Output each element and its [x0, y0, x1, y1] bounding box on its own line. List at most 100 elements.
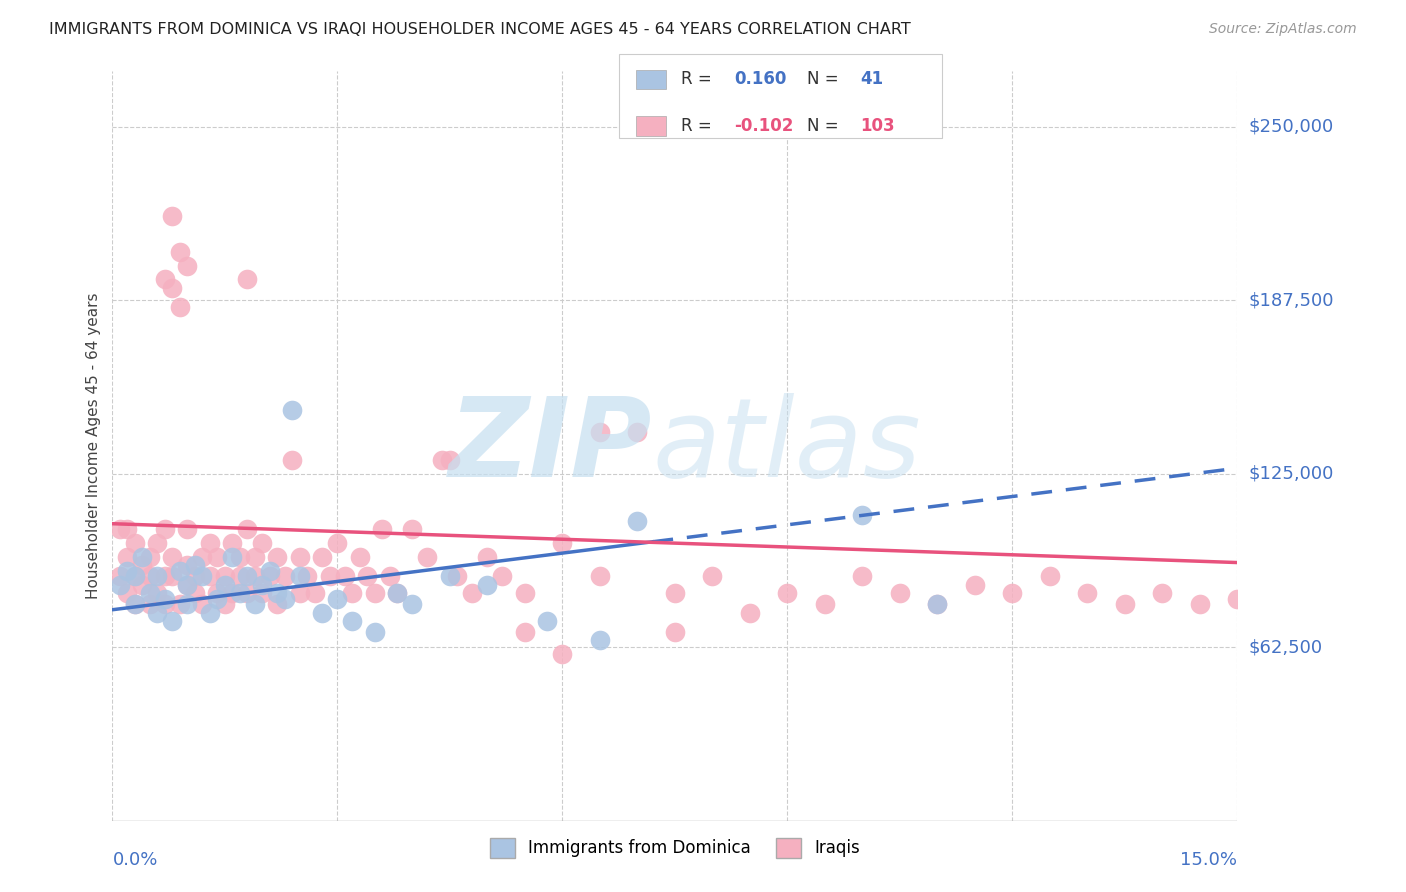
Text: -0.102: -0.102 [734, 117, 793, 135]
Point [252, 586, 274, 600]
Point [387, 586, 409, 600]
Point [176, 597, 198, 611]
Point [176, 259, 198, 273]
Point [124, 569, 146, 583]
Point [236, 569, 259, 583]
Text: 103: 103 [860, 117, 896, 135]
Point [207, 549, 229, 564]
Point [266, 597, 288, 611]
Point [288, 586, 311, 600]
Point [1152, 586, 1174, 600]
Point [491, 569, 513, 583]
Point [851, 508, 873, 523]
Text: 41: 41 [860, 70, 883, 88]
Text: $62,500: $62,500 [1249, 638, 1323, 657]
Point [153, 272, 176, 286]
Point [221, 586, 243, 600]
Point [304, 586, 326, 600]
Point [1076, 586, 1098, 600]
Point [626, 514, 648, 528]
Point [513, 624, 536, 639]
Point [243, 569, 266, 583]
Point [963, 578, 986, 592]
Point [626, 425, 648, 439]
Point [1001, 586, 1024, 600]
Point [814, 597, 837, 611]
Text: N =: N = [807, 70, 844, 88]
Point [664, 624, 686, 639]
Point [387, 586, 409, 600]
Point [162, 569, 184, 583]
Point [927, 597, 949, 611]
Point [146, 569, 169, 583]
Point [416, 549, 439, 564]
Point [333, 569, 356, 583]
Point [191, 569, 214, 583]
Text: $125,000: $125,000 [1249, 465, 1334, 483]
Point [139, 549, 162, 564]
Point [198, 606, 221, 620]
Point [236, 586, 259, 600]
Point [207, 586, 229, 600]
Point [229, 549, 252, 564]
Text: $187,500: $187,500 [1249, 292, 1334, 310]
Point [1226, 591, 1249, 606]
Point [281, 403, 304, 417]
Text: ZIP: ZIP [449, 392, 652, 500]
Legend: Immigrants from Dominica, Iraqis: Immigrants from Dominica, Iraqis [484, 831, 866, 864]
Text: atlas: atlas [652, 392, 921, 500]
Point [139, 569, 162, 583]
Point [184, 586, 207, 600]
Point [281, 453, 304, 467]
Point [131, 558, 153, 573]
Point [401, 597, 423, 611]
Point [124, 597, 146, 611]
Point [266, 549, 288, 564]
Point [131, 549, 153, 564]
Point [326, 536, 349, 550]
Point [477, 578, 499, 592]
Y-axis label: Householder Income Ages 45 - 64 years: Householder Income Ages 45 - 64 years [86, 293, 101, 599]
Point [184, 558, 207, 573]
Point [184, 569, 207, 583]
Point [1188, 597, 1211, 611]
Text: 0.160: 0.160 [734, 70, 786, 88]
Text: R =: R = [681, 70, 717, 88]
Point [319, 569, 342, 583]
Point [176, 578, 198, 592]
Point [311, 606, 333, 620]
Point [243, 549, 266, 564]
Point [288, 569, 311, 583]
Point [146, 606, 169, 620]
Point [364, 586, 387, 600]
Point [288, 549, 311, 564]
Point [252, 578, 274, 592]
Point [589, 633, 612, 648]
Point [259, 564, 281, 578]
Point [274, 591, 297, 606]
Point [191, 597, 214, 611]
Point [153, 597, 176, 611]
Point [117, 549, 139, 564]
Point [139, 586, 162, 600]
Point [214, 597, 236, 611]
Point [236, 522, 259, 536]
Point [927, 597, 949, 611]
Point [162, 209, 184, 223]
Point [153, 569, 176, 583]
Point [214, 569, 236, 583]
Point [589, 425, 612, 439]
Point [117, 564, 139, 578]
Point [326, 591, 349, 606]
Point [342, 586, 364, 600]
Point [371, 522, 394, 536]
Point [439, 569, 461, 583]
Point [124, 597, 146, 611]
Point [432, 453, 454, 467]
Point [378, 569, 401, 583]
Point [461, 586, 484, 600]
Point [124, 569, 146, 583]
Point [214, 578, 236, 592]
Point [446, 569, 468, 583]
Point [229, 569, 252, 583]
